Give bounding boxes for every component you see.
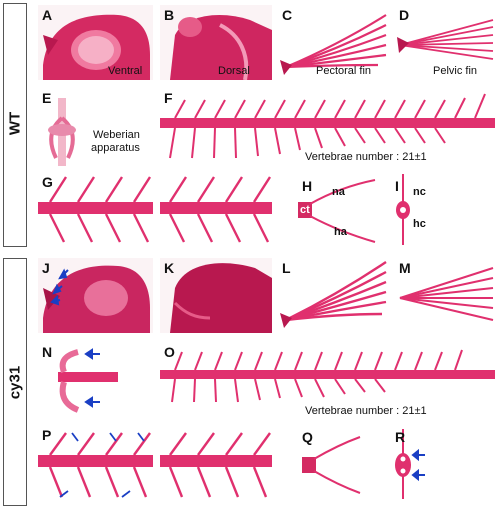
vertebral-column-image: [160, 93, 495, 159]
mutant-group-box: [3, 258, 27, 506]
mutant-vertebrae-closeup-right-image: [160, 432, 272, 498]
pelvic-fin-image: [397, 19, 494, 60]
label-na: na: [332, 186, 345, 198]
mutant-group-label: cy31: [6, 365, 24, 400]
panel-c-caption: Pectoral fin: [316, 65, 372, 77]
panel-l-mutant-pectoral-fin: L: [278, 258, 390, 333]
head-dorsal-image: [170, 15, 272, 80]
panel-g-letter: G: [42, 174, 53, 190]
panel-b-letter: B: [164, 7, 175, 23]
panel-g-vertebrae-left: G: [38, 172, 153, 247]
mutant-vertebrae-closeup-left-image: [38, 432, 153, 498]
panel-c-letter: C: [282, 7, 293, 23]
pectoral-fin-image: [280, 14, 387, 75]
weberian-image: [48, 98, 76, 166]
panel-e-letter: E: [42, 90, 52, 106]
mutant-head-dorsal-image: [170, 263, 272, 333]
panel-h-letter: H: [302, 178, 313, 194]
panel-p-letter: P: [42, 427, 52, 443]
panel-r-letter: R: [395, 429, 406, 445]
panel-d-letter: D: [399, 7, 410, 23]
panel-k-mutant-dorsal: K: [160, 258, 272, 333]
panel-f-vertebral-column: F Vertebrae number : 21±1: [160, 88, 495, 166]
vertebrae-closeup-left-image: [38, 176, 153, 243]
panel-o-caption: Vertebrae number : 21±1: [305, 405, 427, 417]
panel-k-letter: K: [164, 260, 175, 276]
label-ha: ha: [334, 226, 347, 238]
mutant-head-ventral-image: [43, 265, 150, 333]
panel-b-caption: Dorsal: [218, 65, 250, 77]
panel-o-mutant-vertebral-column: O Vertebrae number : 21±1: [160, 342, 495, 420]
label-hc: hc: [413, 218, 426, 230]
panel-b-dorsal-head: B Dorsal: [160, 5, 272, 80]
panel-q-letter: Q: [302, 429, 313, 445]
panel-p-mutant-vertebrae-left: P: [38, 425, 153, 503]
panel-i-letter: I: [395, 178, 399, 194]
vertebra-lateral-image: [298, 179, 376, 243]
panel-a-caption: Ventral: [108, 65, 143, 77]
mutant-weberian-image: [58, 348, 118, 413]
panel-n-letter: N: [42, 344, 53, 360]
label-nc: nc: [413, 186, 426, 198]
panel-j-letter: J: [42, 260, 50, 276]
panel-m-mutant-pelvic-fin: M: [395, 258, 495, 333]
panel-p-mutant-vertebrae-right: [160, 425, 272, 503]
panel-d-pelvic-fin: D Pelvic fin: [395, 5, 495, 80]
panel-l-letter: L: [282, 260, 291, 276]
panel-a-letter: A: [42, 7, 53, 23]
panel-o-letter: O: [164, 344, 175, 360]
wt-group-box: [3, 3, 27, 247]
wt-group-label: WT: [6, 111, 24, 136]
panel-g-vertebrae-right: [160, 172, 272, 247]
mutant-vertebra-transverse-image: [395, 429, 425, 499]
panel-j-mutant-ventral: J: [38, 258, 153, 333]
panel-m-letter: M: [399, 260, 411, 276]
panel-h-vertebra-lateral: H na ct ha: [280, 172, 380, 247]
panel-e-caption-2: apparatus: [91, 142, 140, 154]
panel-q-mutant-vertebra-lateral: Q: [280, 425, 380, 503]
mutant-vertebra-lateral-image: [302, 436, 361, 494]
panel-f-letter: F: [164, 90, 173, 106]
panel-a-ventral-head: A Ventral: [38, 5, 153, 80]
panel-r-mutant-vertebra-transverse: R: [385, 425, 495, 503]
panel-i-vertebra-transverse: I nc hc: [385, 172, 495, 247]
panel-c-pectoral-fin: C Pectoral fin: [278, 5, 390, 80]
panel-f-caption: Vertebrae number : 21±1: [305, 151, 427, 163]
mutant-pelvic-fin-image: [399, 267, 494, 321]
panel-n-mutant-weberian: N: [38, 342, 153, 420]
panel-d-caption: Pelvic fin: [433, 65, 478, 77]
head-ventral-image: [43, 14, 150, 80]
vertebrae-closeup-right-image: [160, 176, 272, 243]
panel-e-weberian: E Weberian apparatus: [38, 88, 153, 166]
vertebra-transverse-image: [396, 174, 410, 245]
panel-e-caption-1: Weberian: [93, 129, 140, 141]
mutant-vertebral-column-image: [160, 349, 495, 403]
mutant-pectoral-fin-image: [280, 261, 387, 328]
label-ct: ct: [300, 204, 310, 216]
